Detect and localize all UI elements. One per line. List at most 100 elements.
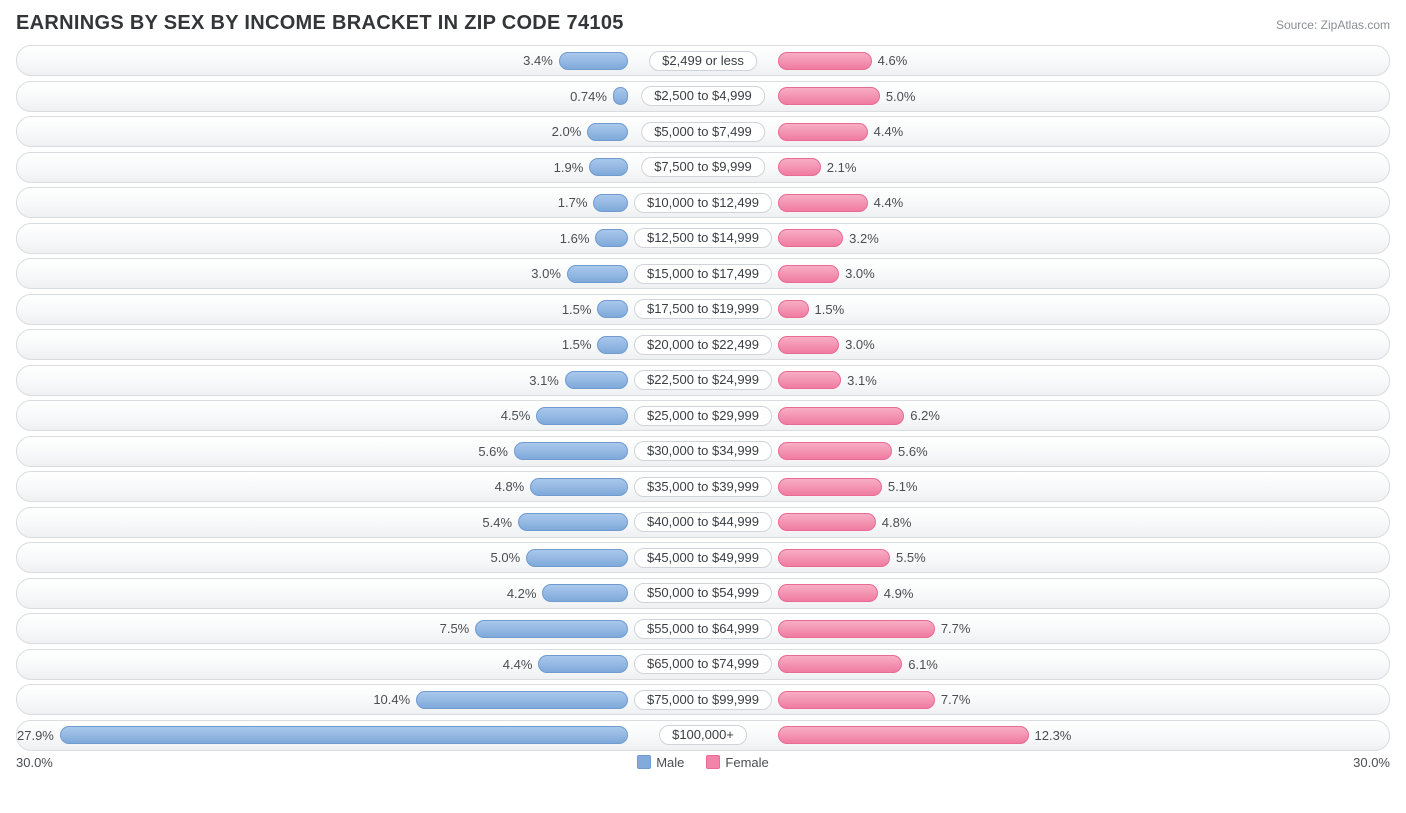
male-value: 4.4%: [503, 657, 533, 672]
category-label: $30,000 to $34,999: [634, 441, 772, 461]
male-value: 4.2%: [507, 586, 537, 601]
chart-row: 1.6%3.2%$12,500 to $14,999: [16, 223, 1390, 254]
male-bar: [514, 442, 628, 460]
male-bar: [597, 336, 628, 354]
category-label: $45,000 to $49,999: [634, 548, 772, 568]
chart-source: Source: ZipAtlas.com: [1276, 18, 1390, 32]
axis-max-right: 30.0%: [1353, 755, 1390, 770]
diverging-bar-chart: 3.4%4.6%$2,499 or less0.74%5.0%$2,500 to…: [16, 45, 1390, 751]
male-bar: [595, 229, 628, 247]
female-value: 4.4%: [874, 124, 904, 139]
male-bar: [542, 584, 628, 602]
chart-row: 5.0%5.5%$45,000 to $49,999: [16, 542, 1390, 573]
female-value: 6.2%: [910, 408, 940, 423]
female-bar: [778, 513, 876, 531]
chart-row: 1.9%2.1%$7,500 to $9,999: [16, 152, 1390, 183]
chart-row: 5.4%4.8%$40,000 to $44,999: [16, 507, 1390, 538]
female-value: 5.6%: [898, 444, 928, 459]
male-bar: [597, 300, 628, 318]
category-label: $25,000 to $29,999: [634, 406, 772, 426]
female-bar: [778, 52, 872, 70]
female-value: 5.5%: [896, 550, 926, 565]
male-bar: [613, 87, 628, 105]
female-value: 5.1%: [888, 479, 918, 494]
female-value: 6.1%: [908, 657, 938, 672]
category-label: $17,500 to $19,999: [634, 299, 772, 319]
female-bar: [778, 336, 839, 354]
chart-row: 4.4% 6.1% $65,000 to $74,999: [16, 649, 1390, 680]
chart-title: EARNINGS BY SEX BY INCOME BRACKET IN ZIP…: [16, 12, 624, 35]
female-bar: [778, 87, 880, 105]
category-label: $15,000 to $17,499: [634, 264, 772, 284]
female-bar: [778, 691, 935, 709]
male-bar: [589, 158, 628, 176]
male-bar: [538, 655, 628, 673]
chart-row: 7.5% 7.7% $55,000 to $64,999: [16, 613, 1390, 644]
male-value: 7.5%: [440, 621, 470, 636]
female-value: 3.0%: [845, 337, 875, 352]
female-value: 3.2%: [849, 231, 879, 246]
legend-female-label: Female: [725, 755, 768, 770]
female-bar: [778, 229, 843, 247]
category-label: $100,000+: [659, 725, 747, 745]
female-value: 4.6%: [878, 53, 908, 68]
category-label: $5,000 to $7,499: [641, 122, 765, 142]
female-bar: [778, 158, 821, 176]
male-value: 5.6%: [478, 444, 508, 459]
chart-row: 2.0% 4.4% $5,000 to $7,499: [16, 116, 1390, 147]
male-bar: [60, 726, 628, 744]
male-value: 1.5%: [562, 302, 592, 317]
category-label: $22,500 to $24,999: [634, 370, 772, 390]
chart-row: 3.4%4.6%$2,499 or less: [16, 45, 1390, 76]
category-label: $2,500 to $4,999: [641, 86, 765, 106]
female-bar: [778, 371, 841, 389]
axis-max-left: 30.0%: [16, 755, 53, 770]
chart-row: 3.0%3.0%$15,000 to $17,499: [16, 258, 1390, 289]
legend-male-label: Male: [656, 755, 684, 770]
male-bar: [559, 52, 628, 70]
male-value: 3.4%: [523, 53, 553, 68]
female-bar: [778, 655, 902, 673]
female-swatch-icon: [706, 755, 720, 769]
male-value: 1.9%: [554, 160, 584, 175]
female-bar: [778, 194, 868, 212]
male-bar: [593, 194, 628, 212]
male-value: 2.0%: [552, 124, 582, 139]
female-value: 4.8%: [882, 515, 912, 530]
male-swatch-icon: [637, 755, 651, 769]
male-value: 3.1%: [529, 373, 559, 388]
female-bar: [778, 549, 890, 567]
female-bar: [778, 265, 839, 283]
female-value: 7.7%: [941, 621, 971, 636]
female-bar: [778, 123, 868, 141]
female-value: 3.1%: [847, 373, 877, 388]
category-label: $75,000 to $99,999: [634, 690, 772, 710]
male-bar: [565, 371, 628, 389]
male-bar: [530, 478, 628, 496]
female-value: 12.3%: [1035, 728, 1072, 743]
category-label: $50,000 to $54,999: [634, 583, 772, 603]
chart-row: 5.6% 5.6% $30,000 to $34,999: [16, 436, 1390, 467]
male-value: 10.4%: [373, 692, 410, 707]
male-value: 0.74%: [570, 89, 607, 104]
female-value: 5.0%: [886, 89, 916, 104]
male-value: 1.6%: [560, 231, 590, 246]
female-bar: [778, 300, 809, 318]
female-value: 4.4%: [874, 195, 904, 210]
category-label: $55,000 to $64,999: [634, 619, 772, 639]
male-bar: [536, 407, 628, 425]
chart-row: 1.5% 3.0% $20,000 to $22,499: [16, 329, 1390, 360]
category-label: $20,000 to $22,499: [634, 335, 772, 355]
male-bar: [526, 549, 628, 567]
male-value: 1.5%: [562, 337, 592, 352]
male-value: 3.0%: [531, 266, 561, 281]
chart-footer: 30.0% Male Female 30.0%: [16, 755, 1390, 770]
legend-male: Male: [637, 755, 684, 770]
chart-row: 1.5%1.5%$17,500 to $19,999: [16, 294, 1390, 325]
male-bar: [518, 513, 628, 531]
male-value: 5.4%: [482, 515, 512, 530]
category-label: $65,000 to $74,999: [634, 654, 772, 674]
male-bar: [475, 620, 628, 638]
category-label: $10,000 to $12,499: [634, 193, 772, 213]
legend: Male Female: [53, 755, 1353, 770]
